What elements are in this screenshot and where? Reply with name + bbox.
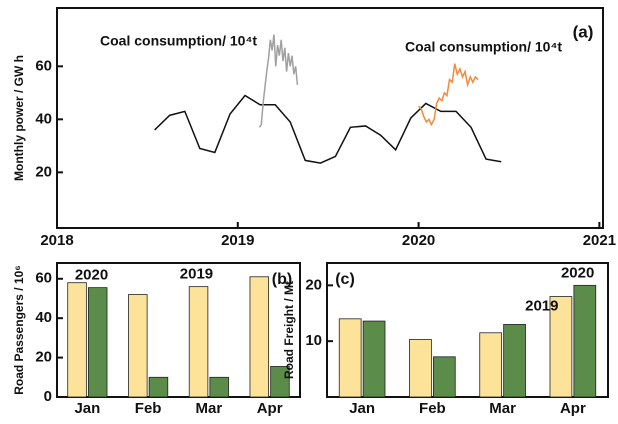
bar xyxy=(188,286,209,398)
series-label: 2019 xyxy=(180,266,213,283)
line-series xyxy=(154,94,502,164)
bar xyxy=(409,339,432,398)
bar xyxy=(128,294,148,398)
y-tick-label: 0 xyxy=(44,388,52,405)
x-tick-label: Mar xyxy=(196,400,223,417)
annotation: (b) xyxy=(272,271,292,288)
line-series xyxy=(418,63,479,127)
line-series xyxy=(258,34,299,128)
bar xyxy=(573,284,597,398)
x-tick-label: Mar xyxy=(489,400,516,417)
y-axis-label: Road Freight / Mt xyxy=(282,281,296,379)
annotation: (a) xyxy=(573,22,594,41)
bar xyxy=(209,376,229,398)
series-label: 2020 xyxy=(561,264,594,281)
plot-frame xyxy=(56,7,604,229)
x-tick-label: 2018 xyxy=(40,232,73,249)
bar xyxy=(270,366,290,398)
y-tick-label: 60 xyxy=(35,57,52,74)
x-tick-label: 2021 xyxy=(583,232,616,249)
bar xyxy=(87,287,108,398)
x-tick-label: Apr xyxy=(560,400,586,417)
bar xyxy=(479,332,503,398)
x-tick-label: Feb xyxy=(419,400,446,417)
x-tick-label: 2020 xyxy=(402,232,435,249)
x-tick-label: Jan xyxy=(349,400,375,417)
bar xyxy=(148,376,169,398)
y-tick-label: 10 xyxy=(305,332,322,349)
y-tick-label: 40 xyxy=(35,309,52,326)
y-tick-label: 20 xyxy=(35,163,52,180)
bar xyxy=(362,320,386,398)
bar xyxy=(503,324,526,398)
plot-frame xyxy=(326,262,609,398)
bar xyxy=(67,282,87,398)
bar xyxy=(549,296,573,398)
annotation: Coal consumption/ 10⁴t xyxy=(100,33,257,49)
bar xyxy=(338,318,362,398)
x-tick-label: 2019 xyxy=(221,232,254,249)
series-label: 2020 xyxy=(75,267,108,284)
annotation: Coal consumption/ 10⁴t xyxy=(405,39,562,55)
y-axis-label: Monthly power / GW h xyxy=(12,55,26,181)
y-tick-label: 60 xyxy=(35,270,52,287)
annotation: (c) xyxy=(335,271,355,288)
x-tick-label: Feb xyxy=(135,400,162,417)
y-tick-label: 20 xyxy=(35,349,52,366)
x-tick-label: Apr xyxy=(257,400,283,417)
x-tick-label: Jan xyxy=(74,400,100,417)
y-tick-label: 20 xyxy=(305,276,322,293)
series-label: 2019 xyxy=(525,297,558,314)
bar xyxy=(432,356,456,398)
y-axis-label: Road Passengers / 10⁶ xyxy=(12,265,26,395)
bar xyxy=(249,276,270,398)
plot-frame xyxy=(56,262,301,398)
y-tick-label: 40 xyxy=(35,110,52,127)
